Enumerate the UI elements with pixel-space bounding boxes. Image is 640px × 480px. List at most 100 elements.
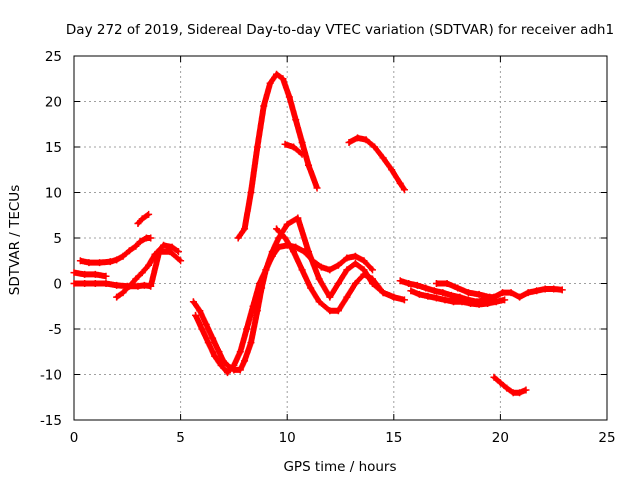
data-point — [443, 280, 451, 287]
y-tick-label: 0 — [53, 277, 62, 293]
data-point — [273, 70, 281, 78]
data-point — [266, 79, 274, 87]
data-point — [81, 270, 89, 278]
data-point — [315, 275, 323, 283]
data-point — [345, 138, 353, 146]
data-point — [70, 280, 78, 287]
data-point — [285, 93, 293, 101]
data-point — [413, 281, 421, 289]
y-tick-label: 10 — [45, 186, 62, 202]
series-trace — [71, 269, 108, 279]
data-point — [234, 234, 242, 242]
data-point — [516, 293, 524, 301]
data-point — [334, 307, 342, 315]
y-axis-label: SDTVAR / TECUs — [7, 185, 23, 295]
data-point — [360, 270, 368, 278]
data-point — [351, 259, 359, 267]
data-point — [432, 294, 440, 302]
data-point — [379, 154, 387, 162]
data-point — [138, 269, 146, 277]
data-point — [132, 275, 140, 283]
series-s12 — [396, 277, 566, 306]
data-point — [298, 150, 306, 158]
data-point — [415, 290, 423, 298]
data-point — [136, 238, 144, 246]
data-point — [326, 266, 334, 274]
data-point — [219, 357, 227, 365]
data-point — [439, 289, 447, 297]
data-point — [132, 242, 140, 250]
x-tick-label: 0 — [70, 430, 79, 446]
x-tick-label: 5 — [176, 430, 185, 446]
data-point — [454, 284, 462, 292]
data-point — [147, 234, 155, 242]
data-point — [113, 293, 121, 301]
data-point — [253, 143, 261, 151]
data-point — [379, 289, 387, 297]
data-point — [292, 116, 300, 124]
series-trace — [190, 215, 407, 373]
data-point — [464, 289, 472, 297]
data-point — [390, 293, 398, 301]
data-point — [192, 311, 200, 319]
data-point — [501, 296, 509, 304]
y-tick-label: 15 — [45, 140, 62, 156]
y-tick-label: 20 — [45, 95, 62, 111]
data-point — [160, 241, 168, 249]
data-point — [283, 220, 291, 228]
y-tick-label: -10 — [40, 368, 62, 384]
data-point — [362, 136, 370, 144]
data-point — [273, 225, 281, 233]
data-point — [400, 186, 408, 194]
data-point — [351, 252, 359, 260]
data-point — [522, 386, 530, 394]
data-point — [217, 361, 225, 369]
series-s9 — [234, 70, 321, 242]
data-point — [204, 339, 212, 347]
data-point — [102, 280, 110, 287]
y-tick-label: 5 — [53, 231, 62, 247]
data-point — [230, 361, 238, 369]
data-point — [255, 280, 263, 287]
data-point — [509, 389, 517, 397]
data-point — [343, 254, 351, 262]
data-point — [432, 280, 440, 287]
data-point — [334, 261, 342, 269]
data-point — [343, 266, 351, 274]
data-point — [236, 348, 244, 356]
x-tick-label: 15 — [385, 430, 402, 446]
data-point — [262, 266, 270, 274]
data-point — [119, 252, 127, 260]
data-point — [113, 256, 121, 264]
data-point — [309, 257, 317, 265]
data-point — [224, 361, 232, 369]
data-point — [298, 138, 306, 146]
data-point — [241, 225, 249, 233]
data-point — [151, 250, 159, 258]
data-point — [516, 389, 524, 397]
data-point — [138, 215, 146, 223]
data-point — [371, 143, 379, 151]
data-point — [490, 373, 498, 381]
data-point — [91, 270, 99, 278]
data-point — [189, 298, 197, 306]
data-point — [290, 143, 298, 151]
data-point — [174, 248, 182, 256]
series-s6 — [189, 214, 408, 374]
data-point — [368, 266, 376, 274]
data-point — [326, 293, 334, 301]
data-point — [147, 282, 155, 290]
data-point — [209, 334, 217, 342]
data-point — [85, 259, 93, 267]
data-point — [326, 307, 334, 315]
data-point — [177, 257, 185, 265]
data-points — [70, 70, 566, 397]
data-point — [145, 210, 153, 218]
y-tick-label: 25 — [45, 49, 62, 65]
data-point — [424, 292, 432, 300]
series-s15 — [490, 373, 530, 397]
series-s7 — [192, 241, 376, 377]
x-tick-label: 10 — [279, 430, 296, 446]
data-point — [247, 339, 255, 347]
series-s14 — [432, 280, 500, 301]
